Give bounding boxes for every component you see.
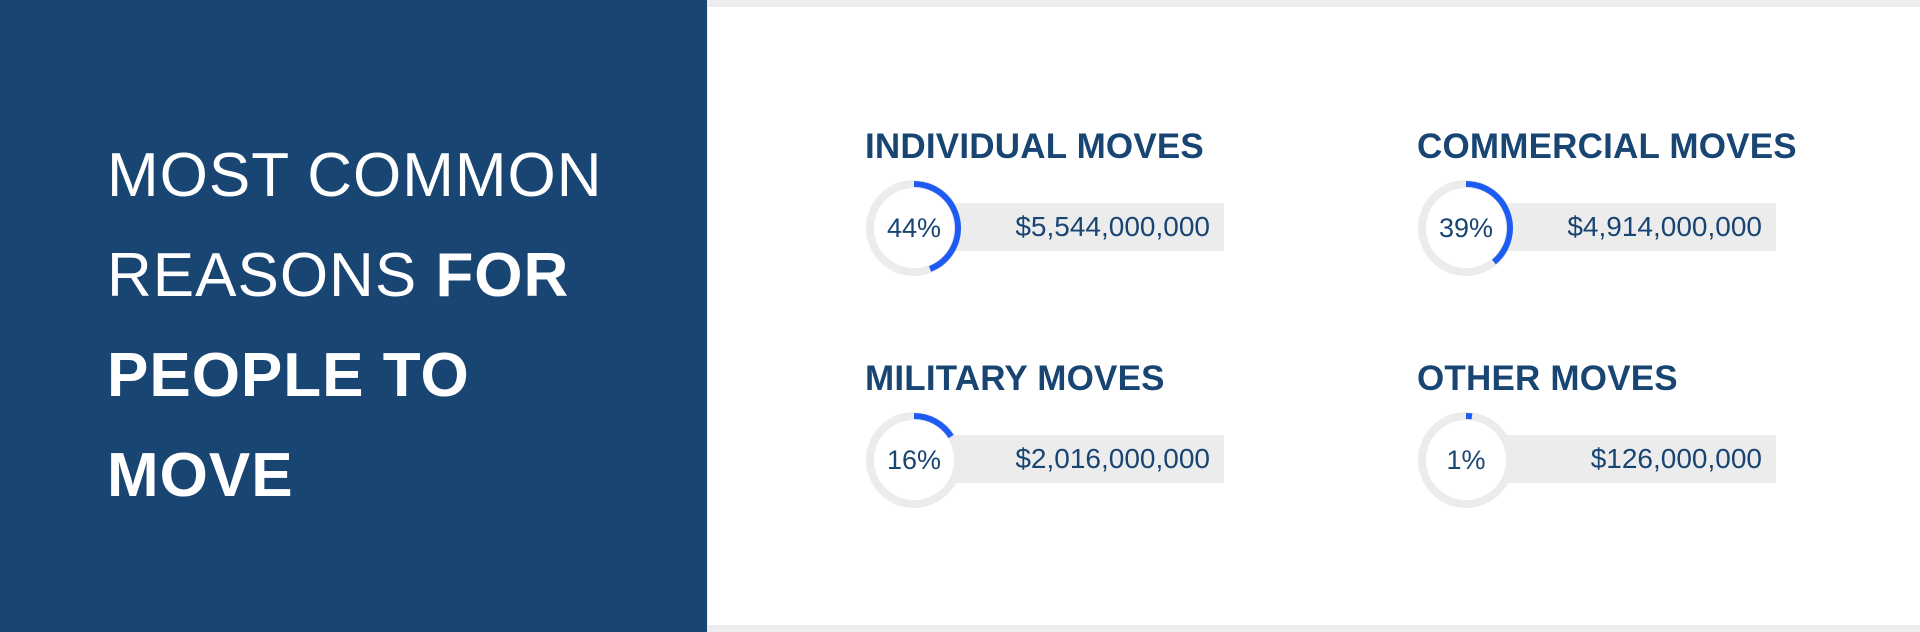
percentage-ring: 44%: [865, 179, 963, 277]
stat-title: OTHER MOVES: [1417, 359, 1678, 398]
title-line-2-light: REASONS: [107, 241, 418, 310]
stats-panel: INDIVIDUAL MOVES $5,544,000,000 44% COMM…: [708, 7, 1920, 625]
percentage-ring: 1%: [1417, 411, 1515, 509]
amount-bar: $126,000,000: [1462, 435, 1776, 483]
ring-graphic: [1418, 412, 1514, 508]
percentage-ring: 39%: [1417, 179, 1515, 277]
title-line-3: PEOPLE TO: [107, 341, 470, 410]
amount-label: $5,544,000,000: [1015, 211, 1210, 242]
ring-arc: [867, 413, 961, 507]
title-line-4: MOVE: [107, 441, 294, 510]
stat-title: MILITARY MOVES: [865, 359, 1165, 398]
percentage-label: 1%: [1446, 445, 1486, 475]
amount-bar: $5,544,000,000: [910, 203, 1224, 251]
stat-title: COMMERCIAL MOVES: [1417, 127, 1797, 166]
ring-graphic: [866, 180, 962, 276]
amount-bar: $4,914,000,000: [1462, 203, 1776, 251]
ring-arc: [1419, 413, 1513, 507]
title-panel: MOST COMMON REASONS FOR PEOPLE TO MOVE: [0, 0, 707, 632]
stat-card-commercial: COMMERCIAL MOVES $4,914,000,000 39%: [1417, 127, 1857, 287]
ring-graphic: [866, 412, 962, 508]
percentage-label: 16%: [886, 445, 942, 475]
percentage-ring: 16%: [865, 411, 963, 509]
amount-label: $4,914,000,000: [1567, 211, 1762, 242]
stat-card-military: MILITARY MOVES $2,016,000,000 16%: [865, 359, 1305, 519]
ring-arc: [867, 181, 961, 275]
amount-bar: $2,016,000,000: [910, 435, 1224, 483]
title-line-2-bold: FOR: [435, 241, 570, 310]
stat-card-individual: INDIVIDUAL MOVES $5,544,000,000 44%: [865, 127, 1305, 287]
ring-arc: [1419, 181, 1513, 275]
percentage-label: 44%: [886, 213, 942, 243]
amount-label: $2,016,000,000: [1015, 443, 1210, 474]
amount-label: $126,000,000: [1590, 443, 1762, 474]
stat-card-other: OTHER MOVES $126,000,000 1%: [1417, 359, 1857, 519]
page-title: MOST COMMON REASONS FOR PEOPLE TO MOVE: [107, 126, 603, 526]
title-line-1: MOST COMMON: [107, 141, 603, 210]
percentage-label: 39%: [1438, 213, 1494, 243]
stat-title: INDIVIDUAL MOVES: [865, 127, 1204, 166]
ring-graphic: [1418, 180, 1514, 276]
